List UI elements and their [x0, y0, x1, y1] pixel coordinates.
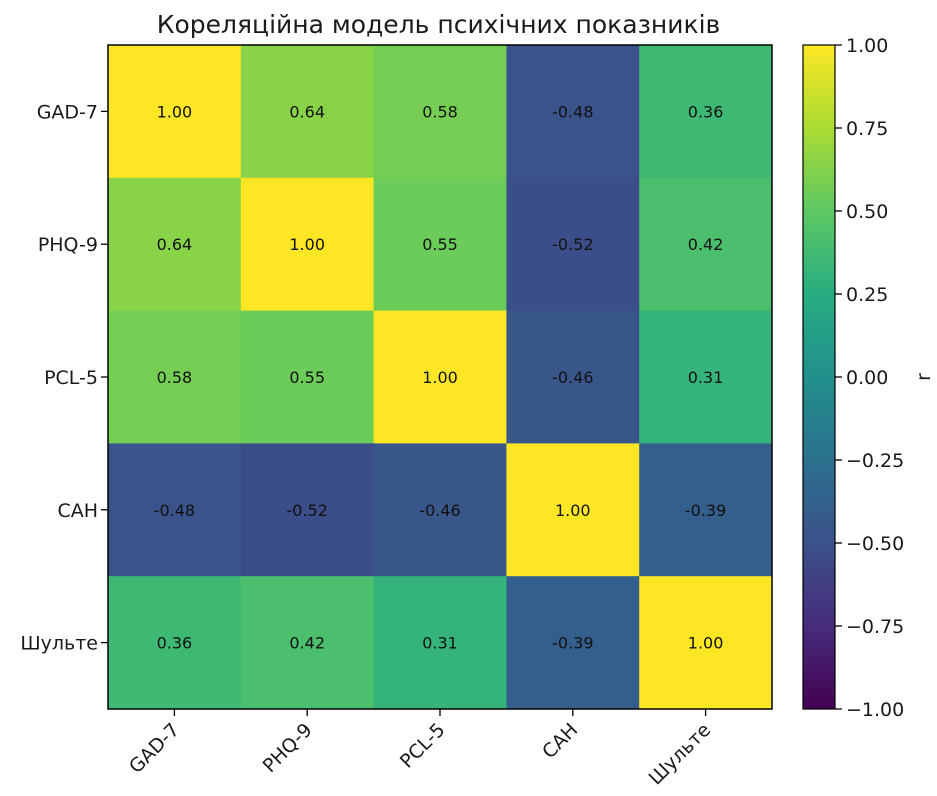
- cell-value-label: 0.31: [688, 368, 724, 387]
- heatmap-cell: [373, 45, 507, 179]
- cell-value-label: 0.64: [289, 102, 325, 121]
- x-tick-label: Шульте: [645, 719, 715, 789]
- heatmap-cell: [108, 177, 242, 312]
- heatmap-cell: [506, 576, 640, 710]
- heatmap-cell: [240, 443, 375, 577]
- cell-value-label: -0.48: [552, 102, 593, 121]
- cell-value-label: 0.64: [157, 235, 193, 254]
- heatmap-cell-labels: 1.00 0.64 0.58 -0.48 0.36 0.64 1.00 0.55 -0.52 0.…: [154, 102, 727, 652]
- cell-value-label: -0.52: [286, 501, 327, 520]
- heatmap-cell: [506, 443, 640, 577]
- x-axis: GAD-7 PHQ-9 PCL-5 САН Шульте: [125, 709, 715, 789]
- heatmap-cells: [108, 45, 773, 710]
- heatmap-cell: [639, 443, 773, 577]
- cell-value-label: -0.48: [154, 501, 195, 520]
- cell-value-label: -0.46: [419, 501, 460, 520]
- cell-value-label: -0.39: [685, 501, 726, 520]
- cell-value-label: 1.00: [555, 501, 591, 520]
- colorbar-tick-label: −1.00: [846, 699, 904, 721]
- colorbar-gradient: [802, 44, 836, 710]
- cell-value-label: 0.58: [157, 368, 193, 387]
- heatmap-cell: [639, 177, 773, 312]
- chart-title: Кореляційна модель психічних показників: [156, 10, 721, 39]
- cell-value-label: 1.00: [688, 634, 724, 653]
- y-tick-label: САН: [57, 500, 98, 522]
- y-tick-label: PCL-5: [44, 367, 98, 389]
- cell-value-label: 0.31: [422, 634, 458, 653]
- heatmap-cell: [506, 177, 640, 312]
- colorbar-tick-label: 0.75: [846, 118, 888, 140]
- x-tick-label: GAD-7: [125, 719, 184, 778]
- heatmap-cell: [108, 576, 242, 710]
- y-tick-label: GAD-7: [37, 101, 98, 123]
- cell-value-label: -0.52: [552, 235, 593, 254]
- colorbar-tick-label: 0.00: [846, 367, 888, 389]
- heatmap-cell: [506, 45, 640, 179]
- heatmap-cell: [373, 177, 507, 312]
- heatmap-cell: [108, 443, 242, 577]
- cell-value-label: 0.36: [688, 102, 724, 121]
- cell-value-label: 1.00: [422, 368, 458, 387]
- heatmap-cell: [108, 310, 242, 444]
- heatmap-cell: [506, 310, 640, 444]
- cell-value-label: 0.36: [157, 634, 193, 653]
- colorbar-tick-label: 0.25: [846, 284, 888, 306]
- cell-value-label: 0.55: [289, 368, 325, 387]
- heatmap-cell: [373, 443, 507, 577]
- y-axis: GAD-7 PHQ-9 PCL-5 САН Шульте: [20, 101, 108, 655]
- heatmap-cell: [639, 45, 773, 179]
- colorbar-tick-label: 0.50: [846, 201, 888, 223]
- cell-value-label: -0.46: [552, 368, 593, 387]
- y-tick-label: PHQ-9: [38, 234, 98, 256]
- heatmap-cell: [240, 45, 375, 179]
- cell-value-label: 1.00: [157, 102, 193, 121]
- cell-value-label: 0.42: [688, 235, 724, 254]
- y-tick-label: Шульте: [20, 633, 98, 655]
- heatmap-cell: [240, 310, 375, 444]
- x-tick-label: PHQ-9: [259, 719, 317, 777]
- heatmap-cell: [639, 310, 773, 444]
- colorbar-tick-label: −0.25: [846, 450, 904, 472]
- cell-value-label: 0.55: [422, 235, 458, 254]
- cell-value-label: 1.00: [289, 235, 325, 254]
- x-tick-label: PCL-5: [396, 719, 450, 773]
- colorbar-label: r: [913, 373, 935, 381]
- colorbar-tick-label: 1.00: [846, 35, 888, 57]
- heatmap-cell: [108, 45, 242, 179]
- colorbar-tick-label: −0.75: [846, 616, 904, 638]
- x-tick-label: САН: [538, 719, 582, 763]
- cell-value-label: -0.39: [552, 634, 593, 653]
- colorbar: 1.00 0.75 0.50 0.25 0.00 −0.25 −0.50 −0.75 −1.00…: [802, 35, 935, 721]
- heatmap-cell: [373, 576, 507, 710]
- cell-value-label: 0.58: [422, 102, 458, 121]
- cell-value-label: 0.42: [289, 634, 325, 653]
- heatmap-cell: [240, 576, 375, 710]
- colorbar-tick-label: −0.50: [846, 533, 904, 555]
- heatmap-cell: [240, 177, 375, 312]
- heatmap-cell: [373, 310, 507, 444]
- heatmap-cell: [639, 576, 773, 710]
